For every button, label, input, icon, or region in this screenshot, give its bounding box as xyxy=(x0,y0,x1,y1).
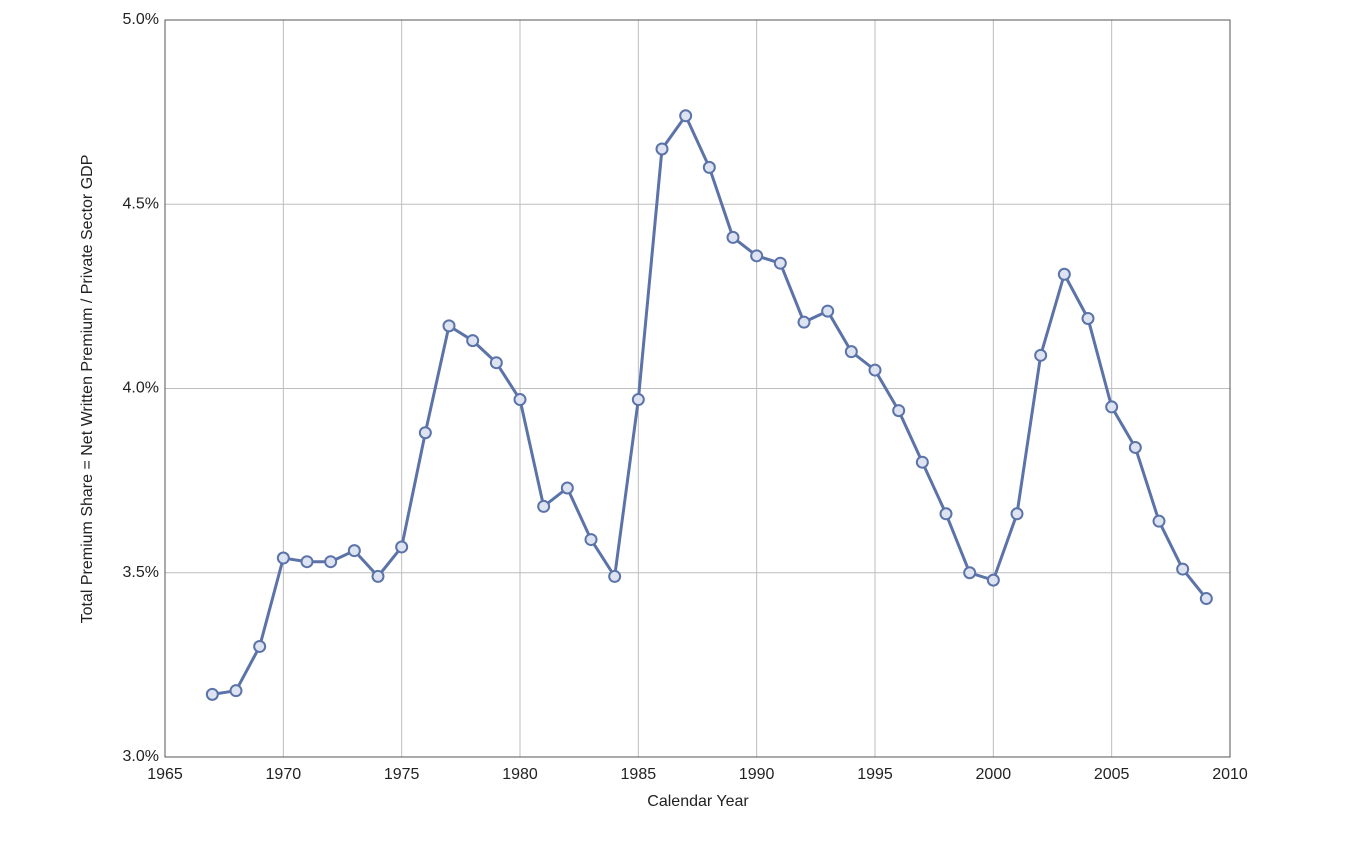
data-point xyxy=(560,481,574,495)
data-point xyxy=(1176,562,1190,576)
data-point xyxy=(253,639,267,653)
data-point xyxy=(726,230,740,244)
data-point xyxy=(1128,440,1142,454)
data-point xyxy=(892,404,906,418)
data-point xyxy=(844,345,858,359)
x-tick-label: 1990 xyxy=(739,766,775,783)
data-point xyxy=(418,426,432,440)
data-point xyxy=(276,551,290,565)
data-point xyxy=(442,319,456,333)
y-tick-label: 3.5% xyxy=(123,564,159,581)
data-point xyxy=(1081,311,1095,325)
data-point xyxy=(679,109,693,123)
data-point xyxy=(1057,267,1071,281)
data-point xyxy=(1034,348,1048,362)
y-tick-label: 5.0% xyxy=(123,11,159,28)
data-point xyxy=(489,356,503,370)
data-point xyxy=(466,334,480,348)
data-point xyxy=(395,540,409,554)
data-point xyxy=(821,304,835,318)
y-tick-label: 4.5% xyxy=(123,195,159,212)
data-point xyxy=(347,544,361,558)
x-tick-label: 1965 xyxy=(147,766,183,783)
data-point xyxy=(963,566,977,580)
data-point xyxy=(371,569,385,583)
y-tick-label: 4.0% xyxy=(123,380,159,397)
data-point xyxy=(584,533,598,547)
x-tick-label: 1985 xyxy=(621,766,657,783)
data-point xyxy=(773,256,787,270)
plot-frame xyxy=(164,19,1231,758)
data-point xyxy=(702,160,716,174)
data-point xyxy=(513,393,527,407)
data-point xyxy=(1105,400,1119,414)
data-point xyxy=(631,393,645,407)
data-point xyxy=(229,684,243,698)
data-point xyxy=(797,315,811,329)
y-axis-label: Total Premium Share = Net Written Premiu… xyxy=(79,155,96,624)
data-point xyxy=(750,249,764,263)
x-tick-label: 1980 xyxy=(502,766,538,783)
x-axis-label: Calendar Year xyxy=(647,793,749,810)
data-point xyxy=(608,569,622,583)
data-point xyxy=(324,555,338,569)
x-tick-label: 2000 xyxy=(976,766,1012,783)
data-point xyxy=(915,455,929,469)
series-line xyxy=(212,112,1208,696)
data-point xyxy=(655,142,669,156)
data-point xyxy=(1152,514,1166,528)
data-point xyxy=(986,573,1000,587)
x-tick-label: 2010 xyxy=(1212,766,1248,783)
y-tick-label: 3.0% xyxy=(123,748,159,765)
data-point xyxy=(1010,507,1024,521)
data-point xyxy=(868,363,882,377)
x-tick-label: 2005 xyxy=(1094,766,1130,783)
x-tick-label: 1975 xyxy=(384,766,420,783)
data-point xyxy=(205,687,219,701)
x-tick-label: 1970 xyxy=(266,766,302,783)
x-tick-label: 1995 xyxy=(857,766,893,783)
data-point xyxy=(300,555,314,569)
data-point xyxy=(537,499,551,513)
data-point xyxy=(1199,592,1213,606)
data-point xyxy=(939,507,953,521)
